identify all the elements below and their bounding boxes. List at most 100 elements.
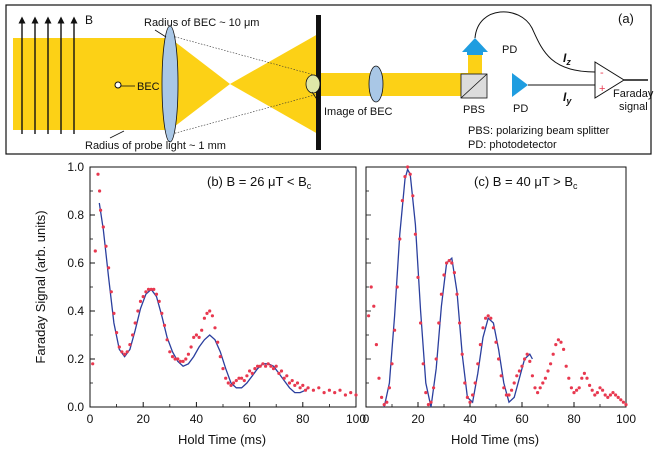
setup-diagram: B BEC Radius of BEC ~ 10 μm Radius of pr… [5, 4, 654, 155]
chart-c-data-point [616, 395, 620, 399]
chart-b-data-point [301, 383, 305, 387]
chart-b-data-point [194, 333, 198, 337]
chart-b-data-point [205, 311, 209, 315]
chart-b-data-point [141, 295, 145, 299]
chart-c-data-point [567, 376, 571, 380]
chart-b-data-point [253, 367, 257, 371]
chart-b-xtick-label: 60 [243, 412, 257, 426]
chart-b-data-point [234, 379, 238, 383]
pd-top-label: PD [502, 44, 517, 56]
chart-b-data-point [271, 367, 276, 371]
chart-b-data-point [322, 391, 326, 395]
chart-b-data-point [256, 364, 260, 368]
chart-b-data-point [226, 381, 230, 385]
branch-beam [468, 55, 482, 75]
chart-c-data-point [541, 381, 545, 385]
chart-b-data-point [115, 331, 119, 335]
chart-b-data-point [189, 345, 193, 349]
chart-b-data-point [192, 335, 196, 339]
chart-b-data-point [128, 343, 132, 347]
chart-c-xtick-label: 60 [515, 412, 529, 426]
chart-c-data-point [528, 359, 532, 363]
chart-c-data-point [460, 352, 464, 356]
chart-c-data-point [416, 275, 420, 279]
chart-b-data-point [242, 379, 246, 383]
chart-b-ytick-label: 1.0 [67, 160, 84, 174]
chart-c-data-point [504, 393, 508, 397]
chart-b-data-point [181, 359, 185, 363]
chart-c-data-point [564, 364, 568, 368]
chart-c-data-point [426, 403, 430, 407]
chart-b-data-point [99, 208, 103, 212]
chart-b-data-point [250, 371, 254, 375]
pd-right-icon [512, 73, 528, 97]
chart-c-data-point [432, 386, 436, 390]
amp-minus: - [600, 67, 604, 79]
chart-b-data-point [173, 357, 177, 361]
chart-b-data-point [125, 350, 129, 354]
chart-c-data-point [439, 292, 443, 296]
chart-c-data-point [491, 326, 495, 330]
chart-b-data-point [165, 338, 169, 342]
chart-c-xlabel: Hold Time (ms) [451, 432, 539, 447]
chart-b-data-point [101, 225, 105, 229]
chart-b-data-point [240, 376, 244, 380]
chart-c-data-point [533, 386, 537, 390]
chart-b-data-point [162, 323, 167, 327]
chart-b-xlabel: Hold Time (ms) [178, 432, 266, 447]
chart-b-data-point [176, 357, 180, 361]
chart-c-data-point [530, 374, 535, 378]
chart-b-data-point [152, 287, 156, 291]
chart-b-data-point [96, 172, 100, 176]
chart-b-data-point [338, 388, 342, 392]
chart-c-data-point [468, 400, 472, 404]
iz-wire [474, 11, 596, 73]
chart-c-data-point [447, 259, 451, 263]
chart-b-data-point [200, 328, 204, 332]
chart-b-ytick-label: 0.0 [67, 400, 84, 414]
chart-b-data-point [293, 383, 297, 387]
pbs-label: PBS [463, 104, 485, 116]
chart-c: 0 20 40 60 80 100 (c) B = 40 μT > Bc Hold Tim… [363, 165, 636, 447]
chart-b-title: (b) B = 26 μT < Bc [207, 174, 312, 191]
chart-c-data-point [400, 199, 404, 203]
chart-b-data-point [295, 381, 300, 385]
chart-c-data-point [377, 376, 381, 380]
chart-c-data-point [603, 393, 607, 397]
chart-b-data-point [317, 386, 321, 390]
faraday-signal-line2: signal [619, 101, 648, 113]
chart-b-data-point [237, 376, 241, 380]
chart-b-data-point [178, 359, 182, 363]
chart-c-data-point [590, 388, 594, 392]
chart-c-data-point [458, 321, 462, 325]
chart-b-data-point [146, 287, 151, 291]
chart-c-data-point [619, 398, 623, 402]
chart-c-data-point [593, 393, 597, 397]
chart-c-data-point [471, 393, 475, 397]
chart-b-data-point [157, 299, 161, 303]
chart-c-data-point [569, 386, 574, 390]
faraday-signal-line1: Faraday [613, 88, 654, 100]
chart-b-data-point [229, 383, 233, 387]
chart-b-data-point [333, 391, 337, 395]
chart-b-data-point [285, 374, 289, 378]
chart-b-data-point [266, 362, 270, 366]
chart-c-data-point [551, 352, 555, 356]
chart-c-data-point [403, 175, 407, 179]
chart-b-data-point [298, 386, 302, 390]
chart-b-data-point [216, 340, 220, 344]
chart-b-data-point [168, 350, 172, 354]
chart-c-data-point [478, 343, 482, 347]
chart-c-data-point [585, 376, 589, 380]
chart-b-data-point [149, 287, 153, 291]
chart-c-data-point [411, 194, 415, 198]
chart-c-xtick-label: 0 [363, 412, 370, 426]
chart-c-data-point [525, 352, 529, 356]
pd-right-label: PD [513, 103, 528, 115]
chart-b-data-point [248, 369, 252, 373]
chart-c-xtick-label: 40 [463, 412, 477, 426]
chart-c-data-point [486, 314, 490, 318]
differential-amplifier [594, 61, 625, 99]
image-label: Image of BEC [324, 106, 393, 118]
